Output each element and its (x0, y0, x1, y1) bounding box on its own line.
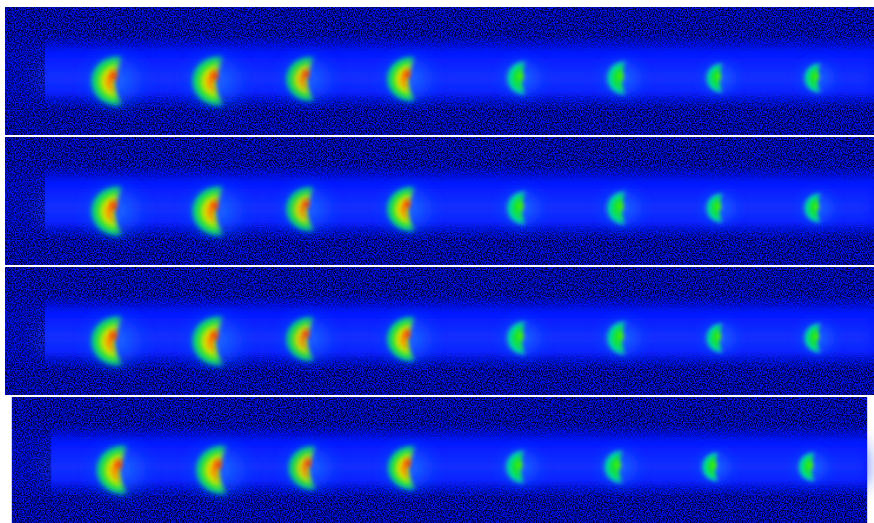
image-panel (5, 7, 874, 135)
image (0, 0, 874, 523)
image-panel (5, 137, 874, 265)
image-panel (12, 397, 867, 523)
image-panel (5, 267, 874, 395)
page (0, 0, 874, 523)
